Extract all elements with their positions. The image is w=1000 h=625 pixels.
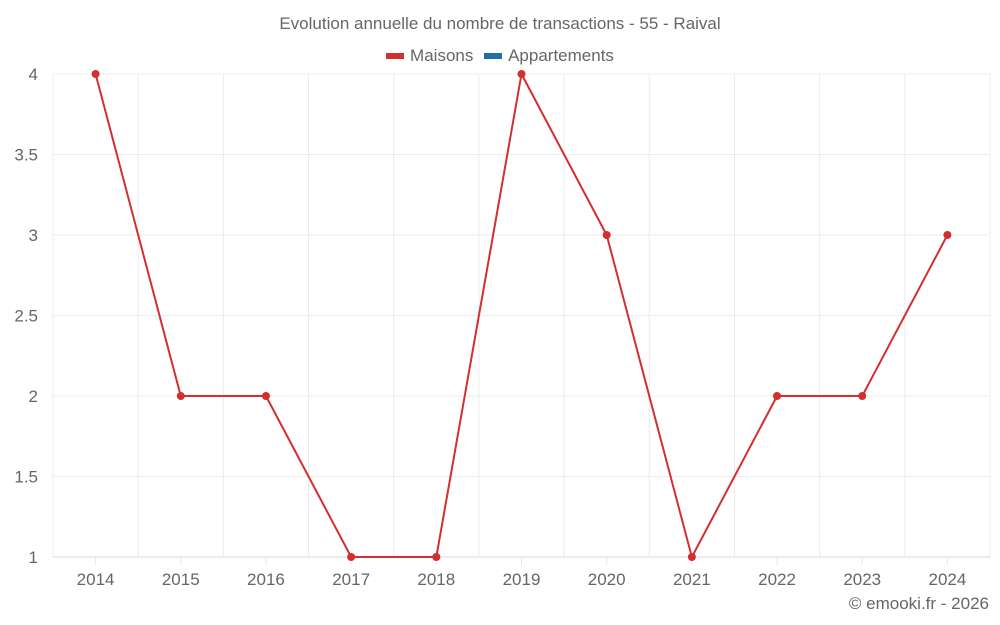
data-point[interactable]: [517, 70, 526, 78]
y-tick-label: 4: [29, 65, 38, 84]
x-tick-label: 2014: [77, 570, 115, 589]
y-tick-label: 1: [29, 548, 38, 567]
legend-item-appartements[interactable]: Appartements: [484, 46, 614, 66]
y-tick-label: 1.5: [14, 468, 38, 487]
x-tick-label: 2024: [928, 570, 966, 589]
x-tick-label: 2020: [588, 570, 626, 589]
x-tick-label: 2015: [162, 570, 200, 589]
data-point[interactable]: [602, 231, 611, 239]
data-point[interactable]: [176, 392, 185, 400]
legend-swatch-appartements: [484, 53, 503, 59]
legend-label-maisons: Maisons: [410, 46, 474, 65]
y-tick-label: 3: [29, 226, 38, 245]
data-point[interactable]: [91, 70, 100, 78]
data-point[interactable]: [261, 392, 270, 400]
credit: © emooki.fr - 2026: [848, 594, 989, 613]
x-tick-label: 2023: [843, 570, 881, 589]
x-tick-label: 2022: [758, 570, 796, 589]
x-tick-label: 2016: [247, 570, 285, 589]
y-tick-label: 3.5: [14, 146, 38, 165]
y-tick-label: 2.5: [14, 307, 38, 326]
x-tick-label: 2019: [503, 570, 541, 589]
data-point[interactable]: [347, 553, 356, 561]
x-tick-label: 2017: [332, 570, 370, 589]
data-point[interactable]: [432, 553, 441, 561]
y-tick-label: 2: [29, 387, 38, 406]
data-point[interactable]: [773, 392, 782, 400]
legend-item-maisons[interactable]: Maisons: [386, 46, 473, 66]
data-point[interactable]: [858, 392, 867, 400]
legend-label-appartements: Appartements: [508, 46, 614, 65]
chart-title: Evolution annuelle du nombre de transact…: [279, 14, 721, 33]
legend: Maisons Appartements: [0, 44, 1000, 66]
legend-swatch-maisons: [386, 53, 405, 59]
data-point[interactable]: [687, 553, 696, 561]
data-point[interactable]: [943, 231, 952, 239]
x-tick-label: 2021: [673, 570, 711, 589]
x-tick-label: 2018: [417, 570, 455, 589]
